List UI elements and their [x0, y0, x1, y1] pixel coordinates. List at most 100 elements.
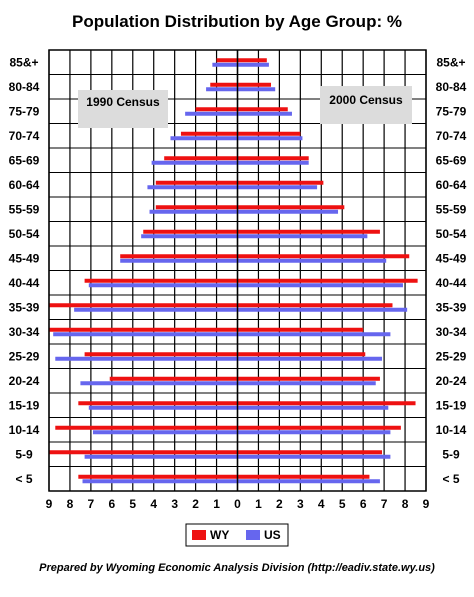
- bar-1990-us-3: [170, 136, 238, 141]
- age-label-left-12: 25-29: [9, 349, 40, 363]
- bar-2000-wy-7: [237, 229, 380, 234]
- panel-label-2000: 2000 Census: [320, 86, 412, 124]
- bar-2000-wy-10: [237, 303, 393, 308]
- legend-swatch-wy: [192, 530, 206, 540]
- age-label-right-12: 25-29: [436, 349, 467, 363]
- bar-2000-us-14: [237, 405, 389, 410]
- x-tick-label-1: 8: [67, 497, 74, 511]
- plot-frame: [48, 49, 427, 492]
- age-label-right-7: 50-54: [436, 227, 467, 241]
- x-tick-label-16: 7: [381, 497, 388, 511]
- bar-1990-us-15: [92, 430, 238, 435]
- bar-2000-us-9: [237, 283, 403, 288]
- bar-2000-wy-0: [237, 58, 267, 63]
- bar-1990-wy-10: [49, 303, 238, 308]
- bar-1990-us-14: [88, 405, 238, 410]
- age-label-right-16: 5-9: [442, 447, 460, 461]
- bar-1990-wy-15: [55, 425, 238, 430]
- bar-1990-wy-14: [78, 401, 238, 406]
- bar-2000-wy-4: [237, 156, 309, 161]
- bar-2000-wy-1: [237, 82, 272, 87]
- chart-title: Population Distribution by Age Group: %: [72, 12, 402, 31]
- age-label-right-13: 20-24: [436, 374, 467, 388]
- x-tick-label-11: 2: [276, 497, 283, 511]
- age-label-left-16: 5-9: [15, 447, 33, 461]
- bar-2000-wy-6: [237, 205, 345, 210]
- bar-2000-us-11: [237, 332, 391, 337]
- x-tick-label-7: 2: [192, 497, 199, 511]
- bar-2000-wy-16: [237, 450, 383, 455]
- age-labels-left: 85&+ 80-84 75-79 70-74 65-69 60-64 55-59 50-54 4…: [9, 55, 40, 486]
- bar-2000-us-0: [237, 62, 269, 67]
- x-tick-label-2: 7: [88, 497, 95, 511]
- x-tick-label-12: 3: [297, 497, 304, 511]
- bar-2000-us-17: [237, 479, 380, 484]
- age-label-left-9: 40-44: [9, 276, 40, 290]
- bar-1990-us-10: [74, 307, 238, 312]
- x-tick-label-4: 5: [129, 497, 136, 511]
- age-label-right-8: 45-49: [436, 251, 467, 265]
- age-label-left-13: 20-24: [9, 374, 40, 388]
- age-label-left-8: 45-49: [9, 251, 40, 265]
- bar-1990-wy-16: [49, 450, 238, 455]
- bar-1990-us-7: [141, 234, 238, 239]
- age-label-right-11: 30-34: [436, 325, 467, 339]
- age-label-left-10: 35-39: [9, 300, 40, 314]
- bar-2000-us-3: [237, 136, 303, 141]
- bar-1990-us-1: [206, 87, 238, 92]
- legend-label-wy: WY: [210, 528, 229, 542]
- bar-2000-us-1: [237, 87, 276, 92]
- bar-1990-us-11: [53, 332, 238, 337]
- panel-label-2000-text: 2000 Census: [329, 93, 403, 107]
- x-tick-label-18: 9: [423, 497, 430, 511]
- bar-1990-wy-3: [180, 131, 238, 136]
- panel-label-1990: 1990 Census: [78, 90, 168, 128]
- x-tick-label-8: 1: [213, 497, 220, 511]
- age-label-right-3: 70-74: [436, 129, 467, 143]
- bar-2000-us-15: [237, 430, 391, 435]
- bar-2000-wy-11: [237, 327, 364, 332]
- bar-1990-us-5: [147, 185, 238, 190]
- age-label-right-1: 80-84: [436, 80, 467, 94]
- bar-1990-us-2: [185, 111, 238, 116]
- bar-2000-us-12: [237, 356, 383, 361]
- x-tick-label-15: 6: [360, 497, 367, 511]
- age-labels-right: 85&+ 80-84 75-79 70-74 65-69 60-64 55-59 50-54 4…: [436, 55, 467, 486]
- x-tick-label-9: 0: [234, 497, 241, 511]
- bar-1990-wy-12: [84, 352, 238, 357]
- legend-swatch-us: [246, 530, 260, 540]
- x-tick-label-17: 8: [402, 497, 409, 511]
- bar-1990-wy-11: [49, 327, 238, 332]
- bar-1990-wy-4: [164, 156, 238, 161]
- bar-2000-wy-12: [237, 352, 366, 357]
- footer-credit: Prepared by Wyoming Economic Analysis Di…: [39, 562, 435, 574]
- age-label-left-6: 55-59: [9, 202, 40, 216]
- bar-2000-us-2: [237, 111, 292, 116]
- bar-2000-us-4: [237, 160, 309, 165]
- bar-2000-wy-17: [237, 474, 370, 479]
- x-tick-label-13: 4: [318, 497, 325, 511]
- bar-1990-us-8: [120, 258, 238, 263]
- x-tick-label-10: 1: [255, 497, 262, 511]
- age-label-left-5: 60-64: [9, 178, 40, 192]
- bar-2000-wy-3: [237, 131, 301, 136]
- x-tick-label-14: 5: [339, 497, 346, 511]
- bar-2000-us-5: [237, 185, 318, 190]
- age-label-left-4: 65-69: [9, 153, 40, 167]
- age-label-left-14: 15-19: [9, 398, 40, 412]
- bar-1990-us-6: [149, 209, 238, 214]
- bar-2000-wy-8: [237, 254, 410, 259]
- age-label-right-10: 35-39: [436, 300, 467, 314]
- bars: [49, 58, 418, 484]
- age-label-left-0: 85&+: [9, 55, 38, 69]
- bar-2000-wy-2: [237, 107, 288, 112]
- bar-2000-wy-15: [237, 425, 401, 430]
- bar-1990-us-16: [84, 454, 238, 459]
- bar-2000-us-10: [237, 307, 408, 312]
- legend: WY US: [185, 523, 289, 547]
- age-label-left-15: 10-14: [9, 423, 40, 437]
- bar-2000-wy-14: [237, 401, 416, 406]
- bar-1990-wy-1: [210, 82, 238, 87]
